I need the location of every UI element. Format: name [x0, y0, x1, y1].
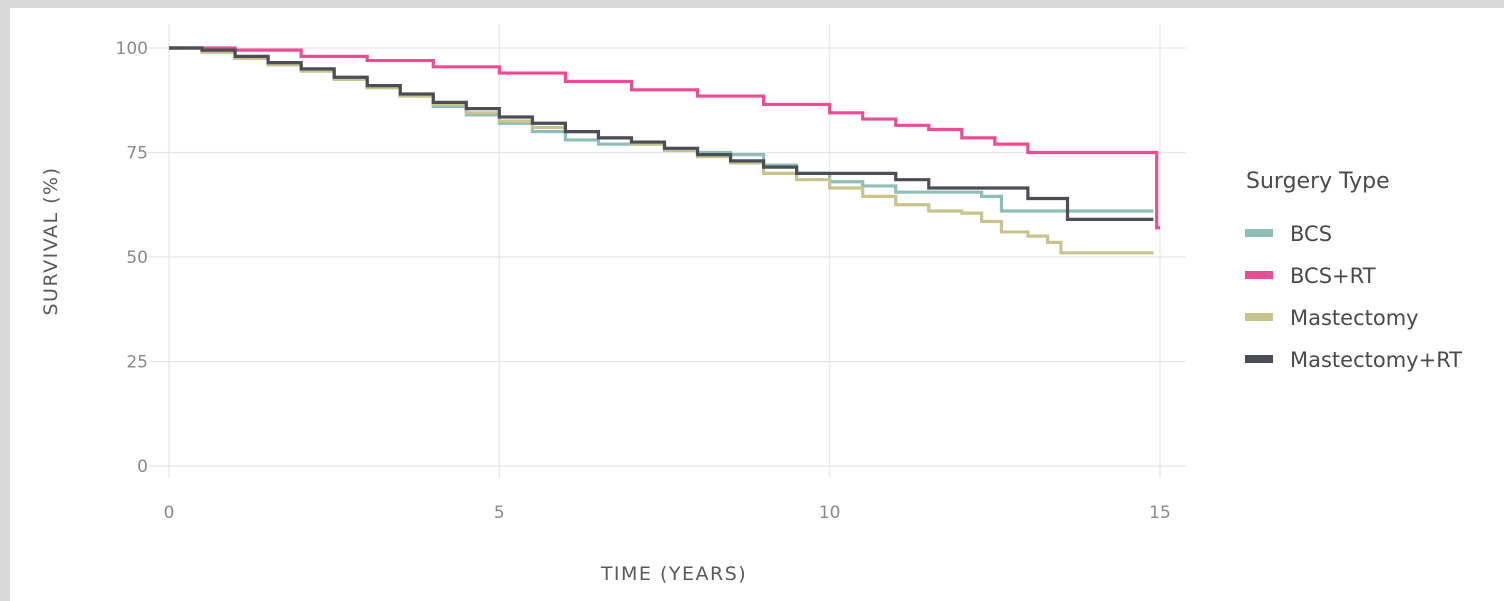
y-tick-label: 25	[126, 353, 148, 373]
legend-swatch	[1245, 229, 1273, 237]
survival-chart: 0 25 50 75 100 0 5 10 15 SURVIVAL (%) TIME (YEA…	[40, 24, 1462, 585]
series-lines	[169, 46, 1160, 255]
legend-label: BCS	[1290, 222, 1332, 246]
series-line-bcs-rt	[169, 46, 1160, 230]
x-tick-label: 15	[1149, 503, 1171, 523]
grid-lines	[148, 24, 1186, 478]
legend-title: Surgery Type	[1246, 169, 1390, 194]
legend-label: Mastectomy	[1290, 306, 1419, 330]
y-axis-ticks: 0 25 50 75 100	[116, 39, 148, 477]
legend-items: BCS BCS+RT Mastectomy Mastectomy+RT	[1245, 222, 1462, 372]
y-tick-label: 0	[137, 457, 148, 477]
x-tick-label: 5	[494, 503, 505, 523]
x-tick-label: 0	[164, 503, 175, 523]
y-tick-label: 100	[116, 39, 148, 59]
series-line-mastectomy	[169, 46, 1154, 255]
x-axis-title: TIME (YEARS)	[600, 563, 747, 585]
x-tick-label: 10	[819, 503, 841, 523]
legend-label: Mastectomy+RT	[1290, 348, 1462, 372]
y-axis-title: SURVIVAL (%)	[40, 166, 62, 315]
legend-swatch	[1245, 271, 1273, 279]
y-tick-label: 75	[126, 144, 148, 164]
legend-swatch	[1245, 355, 1273, 363]
chart-panel: 0 25 50 75 100 0 5 10 15 SURVIVAL (%) TIME (YEA…	[10, 8, 1504, 601]
x-axis-ticks: 0 5 10 15	[164, 503, 1171, 523]
legend-label: BCS+RT	[1290, 264, 1376, 288]
y-tick-label: 50	[126, 248, 148, 268]
series-line-mastectomy-rt	[169, 46, 1154, 221]
legend: Surgery Type BCS BCS+RT Mastectomy Mastecto…	[1245, 169, 1462, 372]
legend-swatch	[1245, 313, 1273, 321]
